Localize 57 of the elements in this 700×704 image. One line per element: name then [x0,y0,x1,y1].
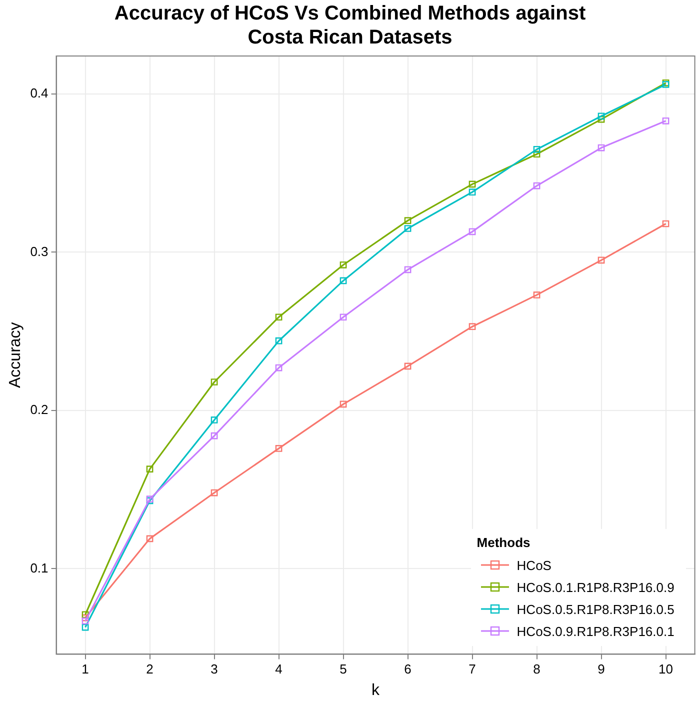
point [82,614,89,622]
point [533,292,540,298]
point [533,182,540,190]
x-tick-label: 8 [533,662,540,677]
point [210,432,218,440]
point [468,228,476,236]
point [533,146,540,153]
legend-title: Methods [476,535,532,550]
point [404,266,412,274]
point [340,400,347,408]
x-tick-label: 7 [468,662,476,677]
x-tick-label: 9 [598,662,605,677]
point [468,188,476,196]
point [82,611,89,618]
point [404,362,412,370]
x-tick-label: 4 [275,662,282,677]
point [340,314,347,321]
point [404,217,412,224]
point [275,337,282,344]
x-tick-label: 3 [210,662,218,677]
point [468,180,476,188]
chart-title: Accuracy of HCoS Vs Combined Methods against Costa Rican Datasets [114,2,586,49]
point [82,618,89,624]
legend-label: HCoS.0.9.R1P8.R3P16.0.1 [516,624,674,639]
point [404,225,412,232]
legend-label: HCoS [516,558,552,573]
point [210,416,218,424]
point [662,220,670,228]
legend-label: HCoS.0.5.R1P8.R3P16.0.5 [516,602,674,617]
x-tick-label: 5 [340,662,347,677]
legend-label: HCoS.0.1.R1P8.R3P16.0.9 [516,580,674,595]
point [146,466,154,472]
y-tick-label: 0.4 [30,86,48,101]
point [598,112,605,120]
point [210,378,218,386]
x-tick-label: 6 [404,662,412,677]
point [210,489,218,496]
x-tick-label: 10 [658,662,674,677]
point [340,261,347,268]
x-tick-label: 2 [146,662,154,677]
x-axis-title: k [372,682,381,699]
y-tick-label: 0.2 [30,402,48,418]
point [82,624,89,631]
point [468,323,476,330]
y-tick-label: 0.1 [30,560,48,576]
point [275,364,282,372]
point [662,117,670,124]
point [275,314,282,321]
y-tick-label: 0.3 [30,244,48,259]
point [275,445,282,452]
point [146,535,154,542]
x-tick-label: 1 [82,662,89,677]
point [598,144,605,152]
y-axis-title: Accuracy [7,322,24,388]
point [598,256,605,264]
point [598,116,605,123]
point [340,277,347,284]
